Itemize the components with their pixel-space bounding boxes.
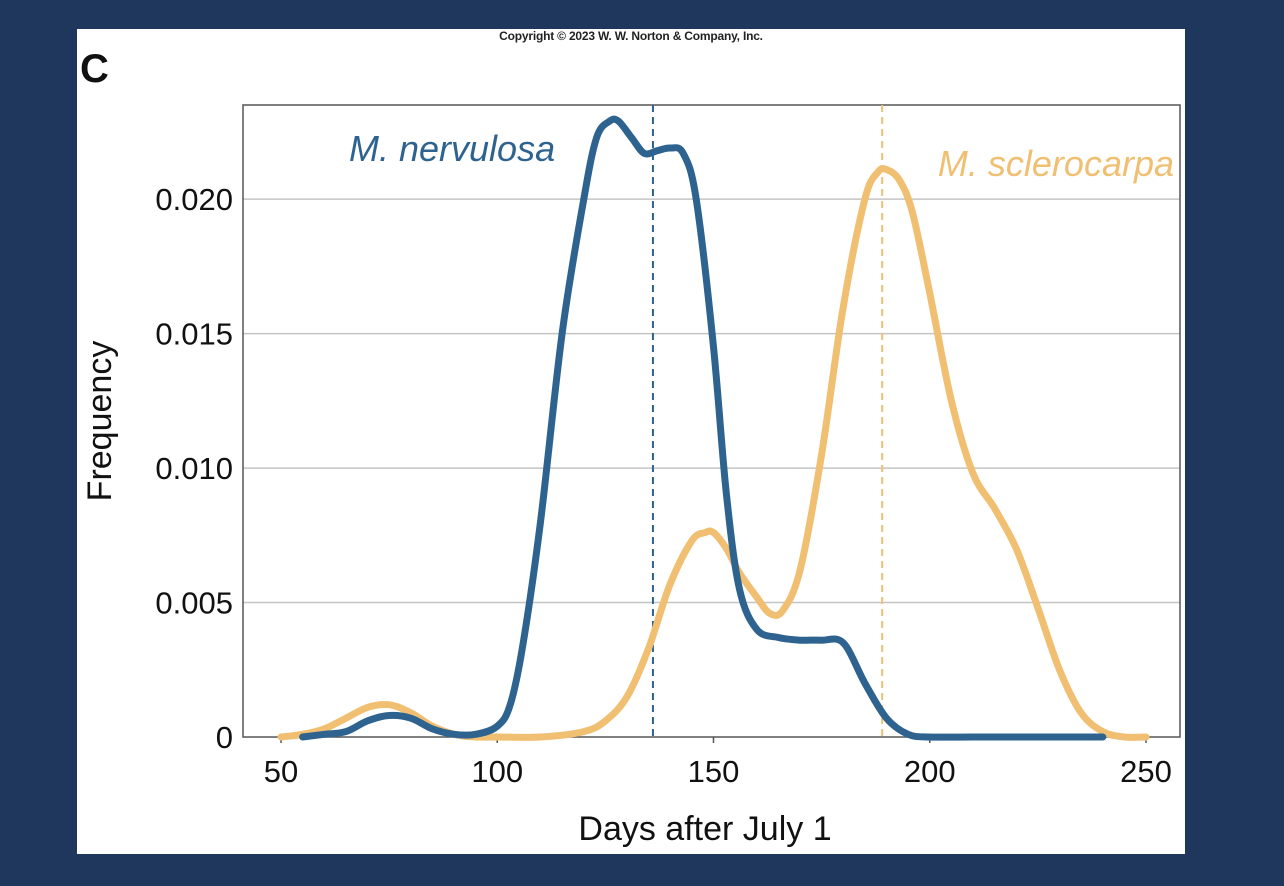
density-chart: 50 100 150 200 250 0 0.005 0.010 0.015 0.020 Days …	[81, 104, 1181, 848]
plot-frame	[242, 104, 1181, 738]
copyright-notice: Copyright © 2023 W. W. Norton & Company,…	[499, 29, 763, 43]
x-tick-label-2: 150	[688, 754, 740, 789]
figure-panel: 50 100 150 200 250 0 0.005 0.010 0.015 0.020 Days …	[77, 29, 1185, 854]
series-line-m-sclerocarpa	[277, 164, 1150, 741]
y-tick-label-0: 0	[216, 720, 233, 755]
x-tick-label-4: 250	[1120, 754, 1172, 789]
y-tick-label-3: 0.015	[155, 317, 233, 352]
panel-label: C	[80, 47, 109, 91]
series-label-m-sclerocarpa: M. sclerocarpa	[938, 143, 1174, 184]
x-tick-label-0: 50	[264, 754, 298, 789]
x-tick-label-1: 100	[471, 754, 523, 789]
y-tick-label-4: 0.020	[155, 182, 233, 217]
y-tick-label-2: 0.010	[155, 451, 233, 486]
series-line-m-nervulosa	[299, 115, 1107, 741]
series-label-m-nervulosa: M. nervulosa	[349, 128, 555, 169]
x-axis-title: Days after July 1	[578, 810, 831, 848]
y-tick-label-1: 0.005	[155, 586, 233, 621]
x-tick-label-3: 200	[904, 754, 956, 789]
y-axis-title: Frequency	[81, 341, 119, 502]
